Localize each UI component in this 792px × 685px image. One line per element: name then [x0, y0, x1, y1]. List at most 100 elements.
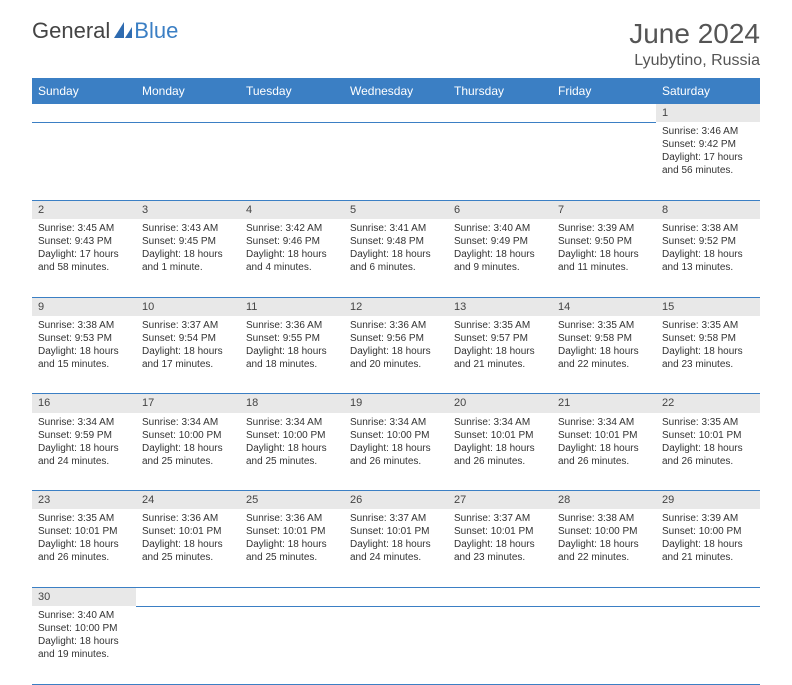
day-cell: Sunrise: 3:41 AMSunset: 9:48 PMDaylight:… — [344, 219, 448, 297]
day-cell: Sunrise: 3:34 AMSunset: 10:00 PMDaylight… — [240, 413, 344, 491]
day-number: 12 — [344, 297, 448, 316]
day1-text: Daylight: 18 hours — [454, 538, 546, 551]
sunrise-text: Sunrise: 3:34 AM — [246, 416, 338, 429]
sunset-text: Sunset: 9:50 PM — [558, 235, 650, 248]
daynum-row: 2345678 — [32, 200, 760, 219]
daynum-row: 30 — [32, 587, 760, 606]
weekday-header: Thursday — [448, 78, 552, 104]
day2-text: and 58 minutes. — [38, 261, 130, 274]
sunrise-text: Sunrise: 3:35 AM — [662, 319, 754, 332]
day2-text: and 22 minutes. — [558, 358, 650, 371]
day1-text: Daylight: 18 hours — [350, 538, 442, 551]
brand-logo: General Blue — [32, 18, 178, 44]
day-cell: Sunrise: 3:38 AMSunset: 10:00 PMDaylight… — [552, 509, 656, 587]
day2-text: and 26 minutes. — [662, 455, 754, 468]
day1-text: Daylight: 18 hours — [142, 345, 234, 358]
sunset-text: Sunset: 9:43 PM — [38, 235, 130, 248]
sunrise-text: Sunrise: 3:46 AM — [662, 125, 754, 138]
day1-text: Daylight: 18 hours — [662, 442, 754, 455]
sunset-text: Sunset: 10:01 PM — [246, 525, 338, 538]
day1-text: Daylight: 18 hours — [454, 345, 546, 358]
day-cell: Sunrise: 3:39 AMSunset: 10:00 PMDaylight… — [656, 509, 760, 587]
day-cell: Sunrise: 3:34 AMSunset: 10:01 PMDaylight… — [552, 413, 656, 491]
day1-text: Daylight: 18 hours — [142, 248, 234, 261]
details-row: Sunrise: 3:38 AMSunset: 9:53 PMDaylight:… — [32, 316, 760, 394]
sunset-text: Sunset: 9:58 PM — [662, 332, 754, 345]
day-cell: Sunrise: 3:35 AMSunset: 10:01 PMDaylight… — [32, 509, 136, 587]
day-cell: Sunrise: 3:37 AMSunset: 10:01 PMDaylight… — [448, 509, 552, 587]
sunrise-text: Sunrise: 3:34 AM — [38, 416, 130, 429]
day-cell: Sunrise: 3:34 AMSunset: 10:00 PMDaylight… — [136, 413, 240, 491]
day-cell: Sunrise: 3:35 AMSunset: 9:58 PMDaylight:… — [552, 316, 656, 394]
sunset-text: Sunset: 10:01 PM — [454, 525, 546, 538]
sunrise-text: Sunrise: 3:35 AM — [38, 512, 130, 525]
day-number: 16 — [32, 394, 136, 413]
empty-cell — [344, 606, 448, 684]
day-number: 10 — [136, 297, 240, 316]
day-cell: Sunrise: 3:36 AMSunset: 9:56 PMDaylight:… — [344, 316, 448, 394]
day-cell: Sunrise: 3:42 AMSunset: 9:46 PMDaylight:… — [240, 219, 344, 297]
sunrise-text: Sunrise: 3:34 AM — [350, 416, 442, 429]
day-cell: Sunrise: 3:40 AMSunset: 9:49 PMDaylight:… — [448, 219, 552, 297]
empty-cell — [240, 587, 344, 606]
empty-cell — [448, 122, 552, 200]
day2-text: and 19 minutes. — [38, 648, 130, 661]
day-number: 29 — [656, 491, 760, 510]
sunrise-text: Sunrise: 3:38 AM — [38, 319, 130, 332]
sunrise-text: Sunrise: 3:36 AM — [246, 512, 338, 525]
day1-text: Daylight: 18 hours — [662, 345, 754, 358]
day1-text: Daylight: 18 hours — [454, 248, 546, 261]
brand-part2: Blue — [134, 18, 178, 44]
sunrise-text: Sunrise: 3:42 AM — [246, 222, 338, 235]
day-cell: Sunrise: 3:34 AMSunset: 10:01 PMDaylight… — [448, 413, 552, 491]
sunset-text: Sunset: 10:01 PM — [454, 429, 546, 442]
day-number: 30 — [32, 587, 136, 606]
sunrise-text: Sunrise: 3:43 AM — [142, 222, 234, 235]
day2-text: and 6 minutes. — [350, 261, 442, 274]
day-number: 13 — [448, 297, 552, 316]
day-number: 14 — [552, 297, 656, 316]
day-number: 6 — [448, 200, 552, 219]
day-number: 5 — [344, 200, 448, 219]
sunset-text: Sunset: 9:46 PM — [246, 235, 338, 248]
day-cell: Sunrise: 3:36 AMSunset: 10:01 PMDaylight… — [240, 509, 344, 587]
day-number: 25 — [240, 491, 344, 510]
details-row: Sunrise: 3:46 AMSunset: 9:42 PMDaylight:… — [32, 122, 760, 200]
daynum-row: 1 — [32, 104, 760, 122]
month-title: June 2024 — [629, 18, 760, 50]
day-number: 17 — [136, 394, 240, 413]
sunset-text: Sunset: 9:58 PM — [558, 332, 650, 345]
day1-text: Daylight: 18 hours — [350, 345, 442, 358]
weekday-header: Saturday — [656, 78, 760, 104]
day-number: 27 — [448, 491, 552, 510]
day2-text: and 25 minutes. — [246, 455, 338, 468]
day2-text: and 17 minutes. — [142, 358, 234, 371]
sunset-text: Sunset: 10:00 PM — [246, 429, 338, 442]
details-row: Sunrise: 3:40 AMSunset: 10:00 PMDaylight… — [32, 606, 760, 684]
day-cell: Sunrise: 3:38 AMSunset: 9:52 PMDaylight:… — [656, 219, 760, 297]
day-number: 3 — [136, 200, 240, 219]
calendar-head: SundayMondayTuesdayWednesdayThursdayFrid… — [32, 78, 760, 104]
sunrise-text: Sunrise: 3:35 AM — [558, 319, 650, 332]
day1-text: Daylight: 18 hours — [662, 538, 754, 551]
empty-cell — [448, 606, 552, 684]
empty-cell — [136, 606, 240, 684]
empty-cell — [344, 587, 448, 606]
day-cell: Sunrise: 3:40 AMSunset: 10:00 PMDaylight… — [32, 606, 136, 684]
day1-text: Daylight: 18 hours — [350, 442, 442, 455]
sunrise-text: Sunrise: 3:34 AM — [142, 416, 234, 429]
day-cell: Sunrise: 3:45 AMSunset: 9:43 PMDaylight:… — [32, 219, 136, 297]
day2-text: and 23 minutes. — [454, 551, 546, 564]
empty-cell — [136, 104, 240, 122]
day-number: 20 — [448, 394, 552, 413]
empty-cell — [552, 122, 656, 200]
day1-text: Daylight: 18 hours — [246, 538, 338, 551]
empty-cell — [344, 104, 448, 122]
day-number: 18 — [240, 394, 344, 413]
day2-text: and 15 minutes. — [38, 358, 130, 371]
sunrise-text: Sunrise: 3:36 AM — [350, 319, 442, 332]
weekday-header: Wednesday — [344, 78, 448, 104]
sunset-text: Sunset: 9:57 PM — [454, 332, 546, 345]
empty-cell — [552, 104, 656, 122]
day1-text: Daylight: 18 hours — [38, 345, 130, 358]
